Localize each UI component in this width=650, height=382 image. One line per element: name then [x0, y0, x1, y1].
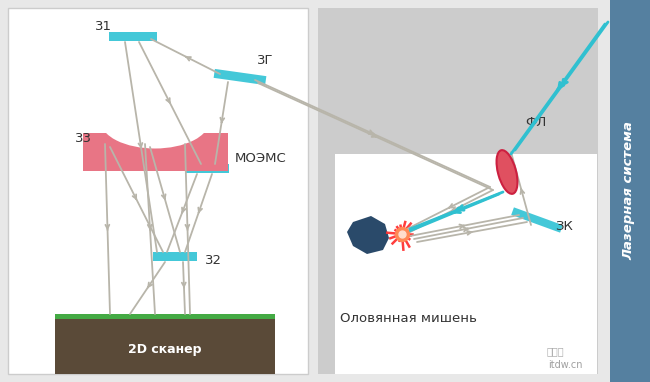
- Text: 量子位: 量子位: [546, 346, 564, 356]
- Bar: [610, 0, 650, 382]
- Bar: [83, 133, 228, 171]
- Bar: [55, 314, 275, 327]
- Text: ЗК: ЗК: [555, 220, 573, 233]
- Text: itdw.cn: itdw.cn: [548, 360, 582, 370]
- Text: Оловянная мишень: Оловянная мишень: [340, 312, 477, 325]
- Bar: [318, 8, 598, 374]
- Text: 32: 32: [205, 254, 222, 267]
- Text: 33: 33: [75, 132, 92, 145]
- Text: ФЛ: ФЛ: [525, 116, 546, 129]
- Bar: [55, 319, 275, 374]
- Ellipse shape: [497, 150, 517, 194]
- Text: Лазерная система: Лазерная система: [623, 121, 636, 261]
- Bar: [185, 164, 229, 173]
- Text: МОЭМС: МОЭМС: [235, 152, 287, 165]
- Text: 3Г: 3Г: [257, 54, 274, 67]
- Text: 2D сканер: 2D сканер: [128, 343, 202, 356]
- Polygon shape: [347, 216, 389, 254]
- Bar: [153, 252, 197, 261]
- Bar: [335, 154, 597, 374]
- Polygon shape: [511, 207, 563, 233]
- Polygon shape: [214, 69, 266, 85]
- Bar: [109, 32, 157, 41]
- Bar: [8, 8, 308, 374]
- Text: 31: 31: [95, 20, 112, 33]
- Ellipse shape: [101, 94, 209, 149]
